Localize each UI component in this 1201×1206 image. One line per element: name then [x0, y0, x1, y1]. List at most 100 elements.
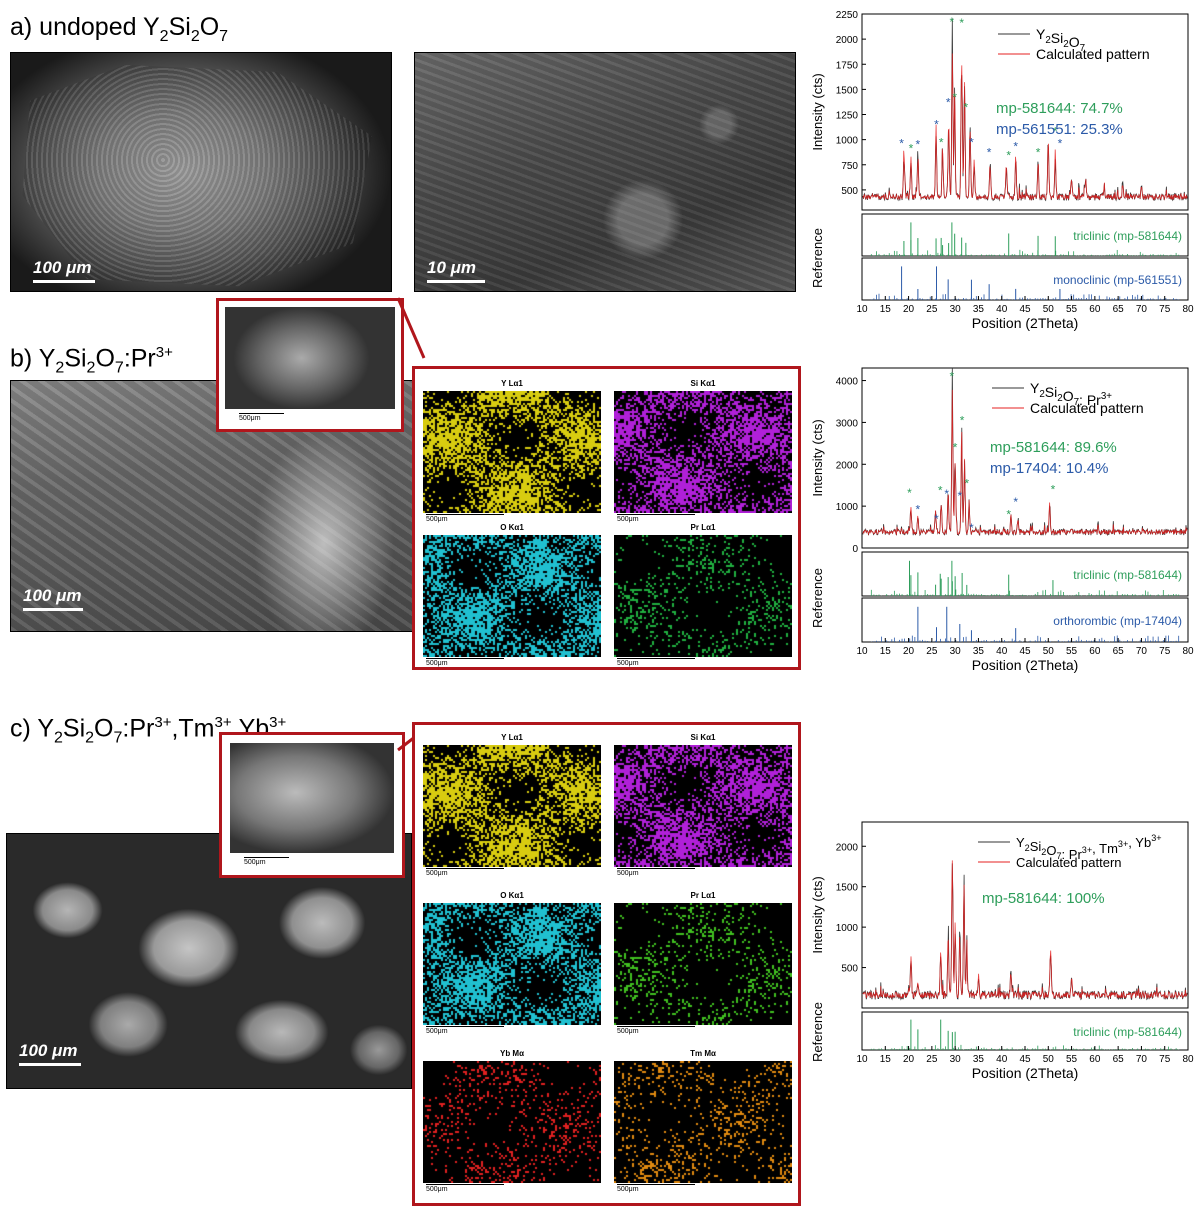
eds-map-2	[423, 903, 601, 1025]
green-star-marker: *	[939, 136, 944, 150]
eds-map-label: O Kα1	[500, 891, 524, 900]
green-star-marker: *	[1051, 483, 1056, 497]
reference-axis-label: Reference	[810, 228, 825, 288]
reference-label: orthorombic (mp-17404)	[1053, 614, 1182, 628]
blue-star-marker: *	[1058, 137, 1063, 151]
blue-star-marker: *	[944, 487, 949, 501]
x-tick-label: 70	[1136, 646, 1148, 657]
blue-star-marker: *	[957, 489, 962, 503]
inset-c-image	[230, 743, 394, 853]
blue-star-marker: *	[969, 136, 974, 150]
reference-label: triclinic (mp-581644)	[1073, 568, 1182, 582]
x-tick-label: 15	[880, 304, 892, 315]
x-tick-label: 65	[1113, 1054, 1125, 1065]
eds-map-label: Y Lα1	[501, 379, 523, 388]
y-tick-label: 500	[841, 964, 858, 975]
blue-star-marker: *	[1013, 495, 1018, 509]
legend-label-calc: Calculated pattern	[1030, 400, 1144, 416]
x-tick-label: 80	[1182, 1054, 1194, 1065]
panel-a-title: a) undoped Y2Si2O7	[10, 13, 229, 45]
x-tick-label: 75	[1159, 304, 1171, 315]
green-star-marker: *	[964, 100, 969, 114]
x-tick-label: 35	[973, 304, 985, 315]
eds-map-0	[423, 745, 601, 867]
eds-map-panel-b: Y Lα1 500μm Si Kα1 500μm O Kα1 500μm Pr Lα1 500…	[412, 366, 801, 670]
inset-c-scale: 500μm	[244, 857, 289, 866]
phase-fraction-1: mp-581644: 74.7%	[996, 100, 1123, 117]
y-tick-label: 2250	[836, 10, 859, 21]
eds-map-label: Pr Lα1	[690, 523, 716, 532]
eds-map-panel-c: Y Lα1 500μm Si Kα1 500μm O Kα1 500μm Pr Lα1 500…	[412, 722, 801, 1206]
y-tick-label: 1250	[836, 111, 859, 122]
green-star-marker: *	[960, 414, 965, 428]
legend-label-calc: Calculated pattern	[1016, 855, 1122, 870]
green-star-marker: *	[938, 483, 943, 497]
legend-label-sample: Y2Si2O7: Pr3+	[1030, 380, 1112, 408]
eds-map-scale: 500μm	[426, 1026, 504, 1035]
eds-map-scale: 500μm	[426, 658, 504, 667]
x-tick-label: 45	[1019, 646, 1031, 657]
x-tick-label: 80	[1182, 646, 1194, 657]
x-axis-label: Position (2Theta)	[972, 657, 1079, 673]
xrd-chart-c: 500 1000 1500 2000 Intensity (cts) Y2Si2O7: P…	[810, 821, 1194, 1081]
eds-map-scale: 500μm	[617, 1184, 695, 1193]
green-star-marker: *	[909, 142, 914, 156]
x-axis-label: Position (2Theta)	[972, 315, 1079, 331]
phase-fraction-2: mp-561551: 25.3%	[996, 121, 1123, 138]
eds-map-scale: 500μm	[617, 514, 695, 523]
x-tick-label: 60	[1089, 1054, 1101, 1065]
blue-star-marker: *	[916, 138, 921, 152]
green-star-marker: *	[1036, 146, 1041, 160]
x-tick-label: 35	[973, 646, 985, 657]
green-star-marker: *	[1006, 508, 1011, 522]
blue-star-marker: *	[969, 521, 974, 535]
x-tick-label: 60	[1089, 646, 1101, 657]
sem-image-a1: 100 μm	[10, 52, 392, 292]
green-star-marker: *	[907, 486, 912, 500]
x-tick-label: 40	[996, 304, 1008, 315]
x-tick-label: 70	[1136, 304, 1148, 315]
reference-axis-label: Reference	[810, 568, 825, 628]
y-tick-label: 1000	[836, 923, 859, 934]
x-tick-label: 45	[1019, 1054, 1031, 1065]
phase-fraction-1: mp-581644: 89.6%	[990, 439, 1117, 456]
x-tick-label: 30	[950, 646, 962, 657]
eds-map-label: Pr Lα1	[690, 891, 716, 900]
inset-b: 500μm	[216, 298, 404, 432]
plot-frame	[861, 821, 1189, 1009]
eds-map-scale: 500μm	[426, 514, 504, 523]
x-tick-label: 50	[1043, 304, 1055, 315]
green-star-marker: *	[1053, 125, 1058, 139]
y-tick-label: 1000	[836, 502, 859, 513]
plot-frame	[861, 13, 1189, 211]
inset-b-connector	[396, 297, 426, 359]
phase-fraction-1: mp-581644: 100%	[982, 890, 1105, 907]
x-tick-label: 65	[1113, 646, 1125, 657]
y-tick-label: 1500	[836, 883, 859, 894]
x-tick-label: 75	[1159, 646, 1171, 657]
x-tick-label: 10	[856, 304, 868, 315]
y-tick-label: 2000	[836, 460, 859, 471]
panel-c-title: c) Y2Si2O7:Pr3+,Tm3+,Yb3+	[10, 714, 287, 747]
eds-map-label: Si Kα1	[690, 379, 716, 388]
eds-map-3	[614, 535, 792, 657]
blue-star-marker: *	[916, 503, 921, 517]
y-axis-label: Intensity (cts)	[810, 876, 825, 953]
blue-star-marker: *	[1013, 140, 1018, 154]
green-star-marker: *	[953, 441, 958, 455]
sem-image-a2: 10 μm	[414, 52, 796, 292]
blue-star-marker: *	[899, 137, 904, 151]
reference-label: monoclinic (mp-561551)	[1053, 273, 1182, 287]
eds-map-3	[614, 903, 792, 1025]
y-tick-label: 750	[841, 161, 858, 172]
eds-map-scale: 500μm	[426, 1184, 504, 1193]
x-tick-label: 35	[973, 1054, 985, 1065]
x-tick-label: 15	[880, 1054, 892, 1065]
x-tick-label: 65	[1113, 304, 1125, 315]
x-tick-label: 55	[1066, 1054, 1078, 1065]
calculated-pattern-line	[862, 389, 1188, 536]
x-tick-label: 55	[1066, 304, 1078, 315]
inset-b-image	[225, 307, 395, 409]
y-tick-label: 2000	[836, 842, 859, 853]
reference-label: triclinic (mp-581644)	[1073, 1025, 1182, 1039]
